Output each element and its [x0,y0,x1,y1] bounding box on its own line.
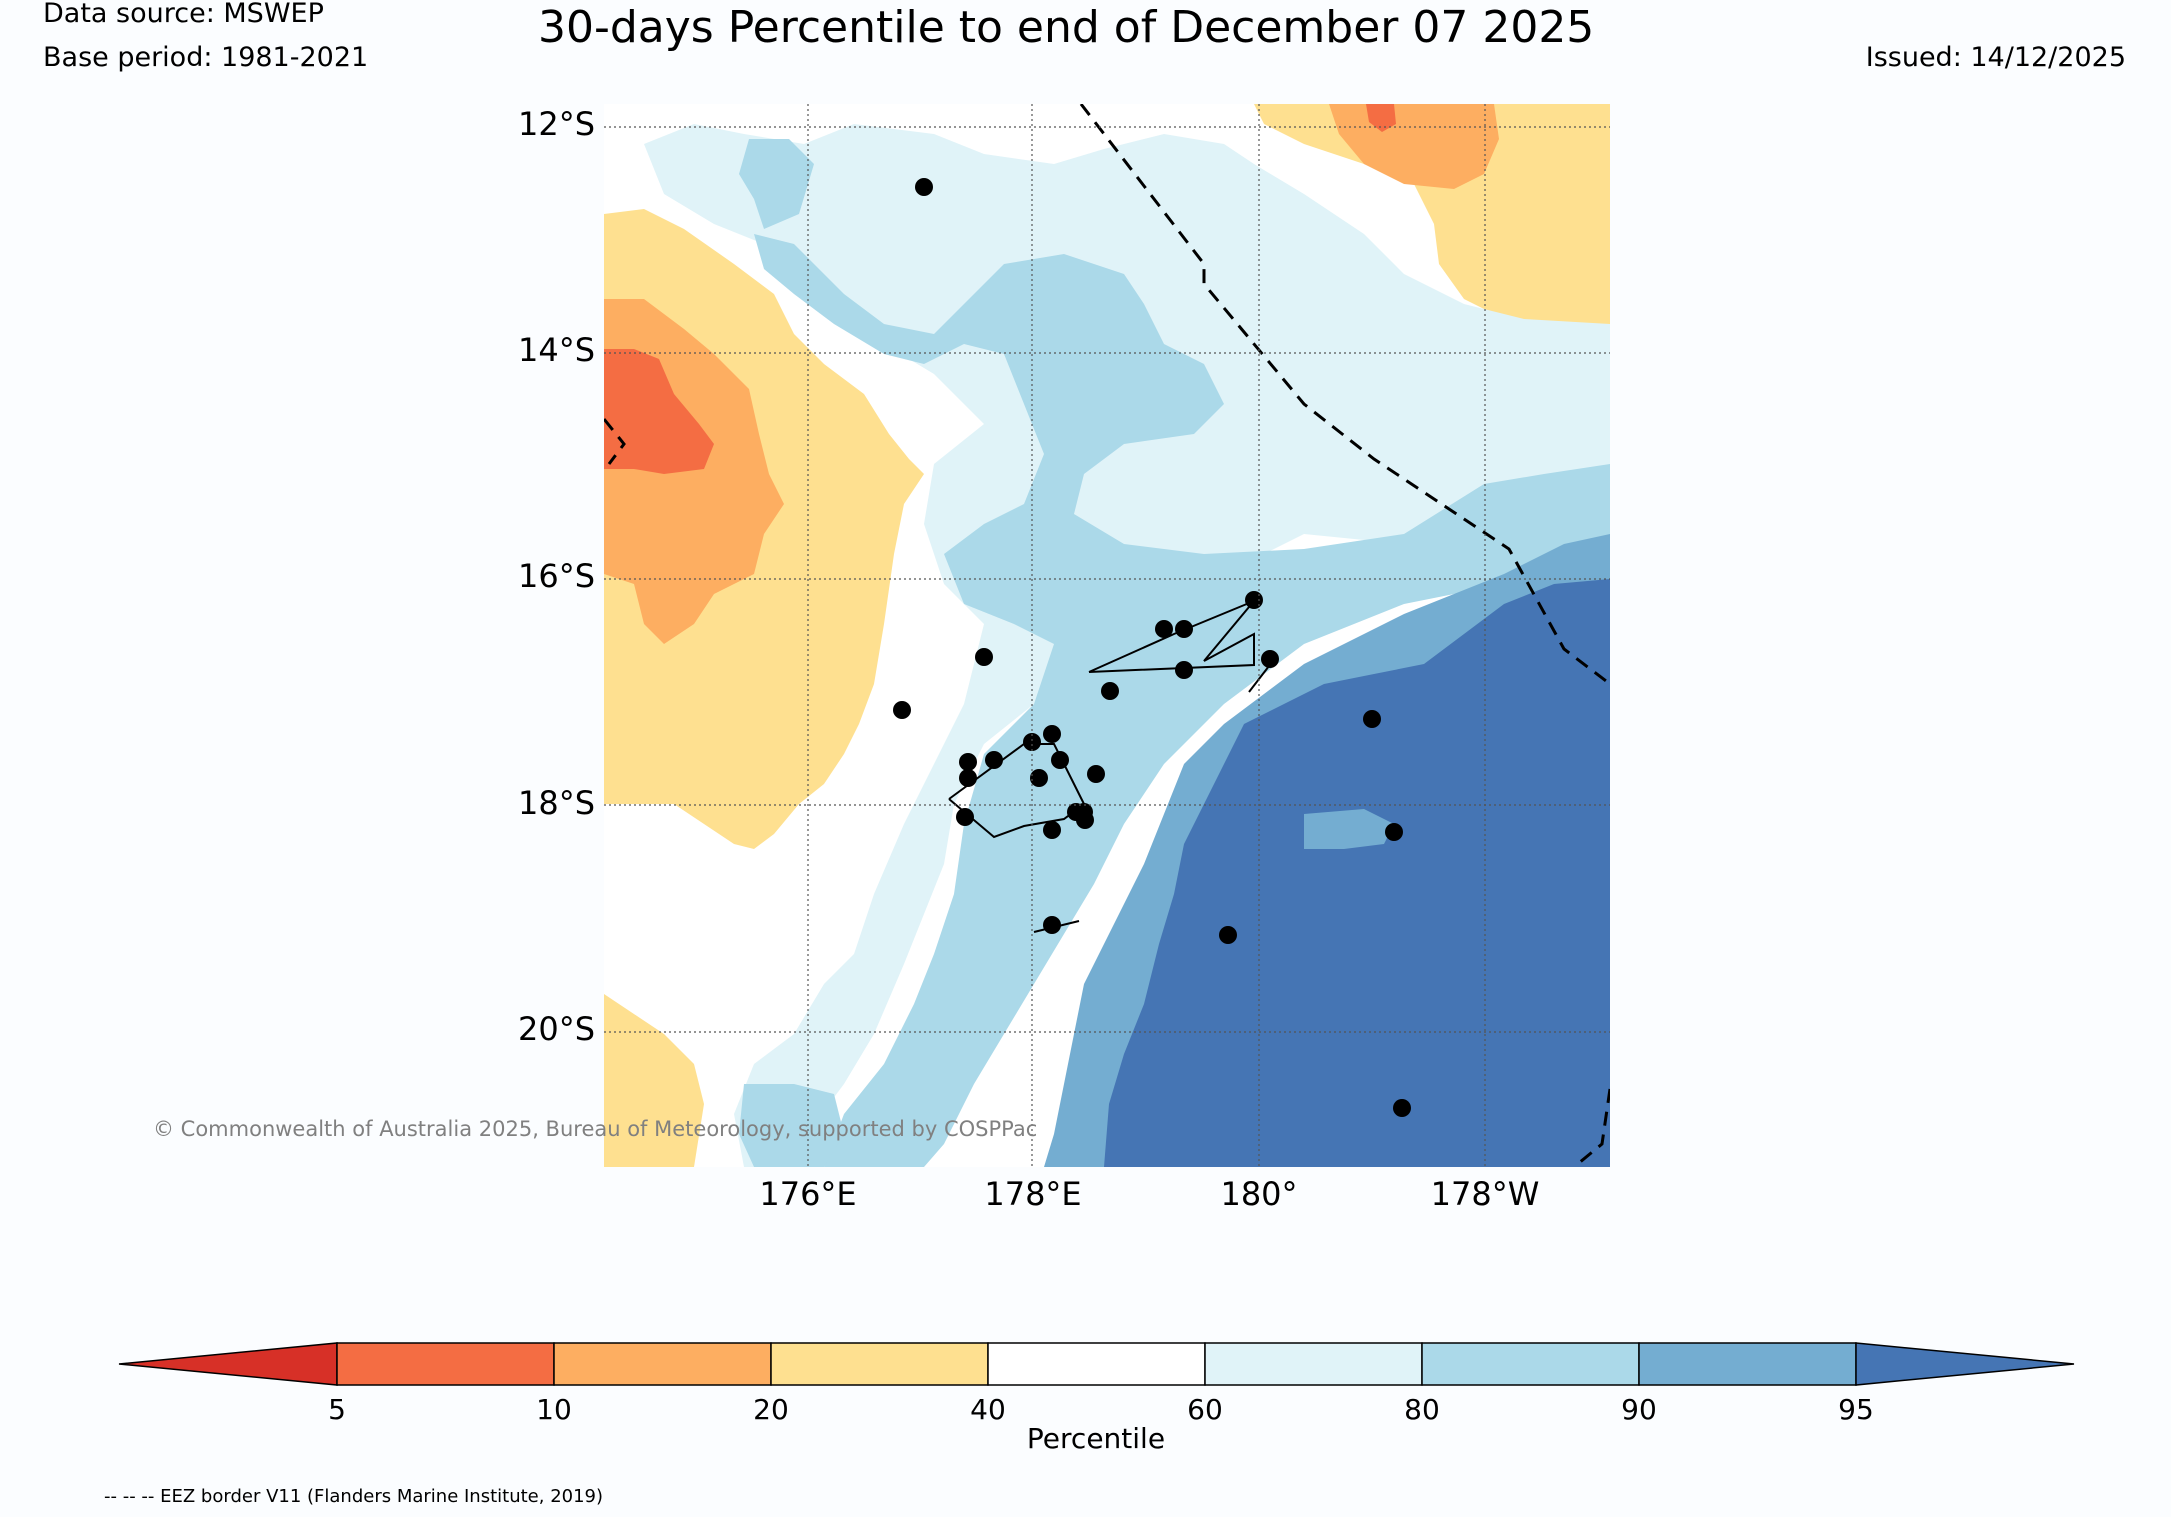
station-point [959,769,977,787]
station-point [1023,733,1041,751]
lon-label-180: 180° [1220,1175,1298,1213]
colorbar-tick-60: 60 [1187,1393,1223,1426]
lat-label-18s: 18°S [517,784,595,822]
lat-label-14s: 14°S [517,331,595,369]
region-20-40-ne [1254,104,1610,334]
station-point [1043,916,1061,934]
region-20-40-sw [604,994,704,1167]
colorbar-tick-80: 80 [1404,1393,1440,1426]
region-80-90-sw [739,1084,844,1167]
lat-label-12s: 12°S [517,105,595,143]
copyright-notice: © Commonwealth of Australia 2025, Bureau… [153,1117,1038,1141]
region-95-100 [1104,579,1610,1167]
station-point [1393,1099,1411,1117]
colorbar-tick-95: 95 [1838,1393,1874,1426]
station-point [959,753,977,771]
colorbar-tick-90: 90 [1621,1393,1657,1426]
station-point [1076,811,1094,829]
station-point [1101,682,1119,700]
eez-border-northeast [1079,104,1610,686]
station-point [975,648,993,666]
station-point [1175,661,1193,679]
station-points [893,178,1411,1117]
region-80-90-nw [739,139,814,229]
colorbar-segment-40-60 [987,1342,1206,1386]
lon-label-178w: 178°W [1430,1175,1540,1213]
colorbar-segment-below-5 [118,1342,338,1386]
base-period-label: Base period: 1981-2021 [43,42,369,73]
station-point [1245,591,1263,609]
eez-border-note: -- -- -- EEZ border V11 (Flanders Marine… [104,1486,604,1507]
lat-label-20s: 20°S [517,1010,595,1048]
colorbar-segment-20-40 [770,1342,989,1386]
region-80-90 [754,234,1610,1167]
region-5-10-ne [1366,104,1396,132]
colorbar-segment-60-80 [1204,1342,1423,1386]
station-point [893,701,911,719]
station-point [1030,769,1048,787]
data-source-label: Data source: MSWEP [43,0,324,29]
page-title: 30-days Percentile to end of December 07… [538,2,1595,53]
region-5-10-west [604,349,714,474]
lon-label-176e: 176°E [759,1175,857,1213]
colorbar-segment-90-95 [1638,1342,1857,1386]
station-point [915,178,933,196]
station-point [1175,620,1193,638]
colorbar-segment-above-95 [1855,1342,2075,1386]
station-point [1051,751,1069,769]
colorbar-tick-5: 5 [328,1393,346,1426]
colorbar-segment-5-10 [336,1342,555,1386]
graticule [604,104,1610,1167]
station-point [1043,725,1061,743]
lat-label-16s: 16°S [517,557,595,595]
station-point [1219,926,1237,944]
station-point [1385,823,1403,841]
colorbar-label: Percentile [1026,1422,1166,1455]
station-point [1043,821,1061,839]
colorbar-segment-80-90 [1421,1342,1640,1386]
colorbar-tick-20: 20 [753,1393,789,1426]
region-10-20-ne [1329,104,1499,189]
station-point [956,808,974,826]
colorbar-segment-10-20 [553,1342,772,1386]
colorbar-tick-40: 40 [970,1393,1006,1426]
issued-date: Issued: 14/12/2025 [1865,42,2126,73]
lon-label-178e: 178°E [984,1175,1082,1213]
station-point [1087,765,1105,783]
colorbar [118,1342,2075,1386]
eez-border-west [604,418,626,465]
island-outline-vanua-levu [1088,600,1255,673]
percentile-map [604,104,1610,1167]
colorbar-tick-10: 10 [536,1393,572,1426]
station-point [1155,620,1173,638]
station-point [985,751,1003,769]
station-point [1363,710,1381,728]
eez-border-southeast [1573,1088,1610,1167]
station-point [1261,650,1279,668]
region-90-95-patch [1304,809,1394,849]
